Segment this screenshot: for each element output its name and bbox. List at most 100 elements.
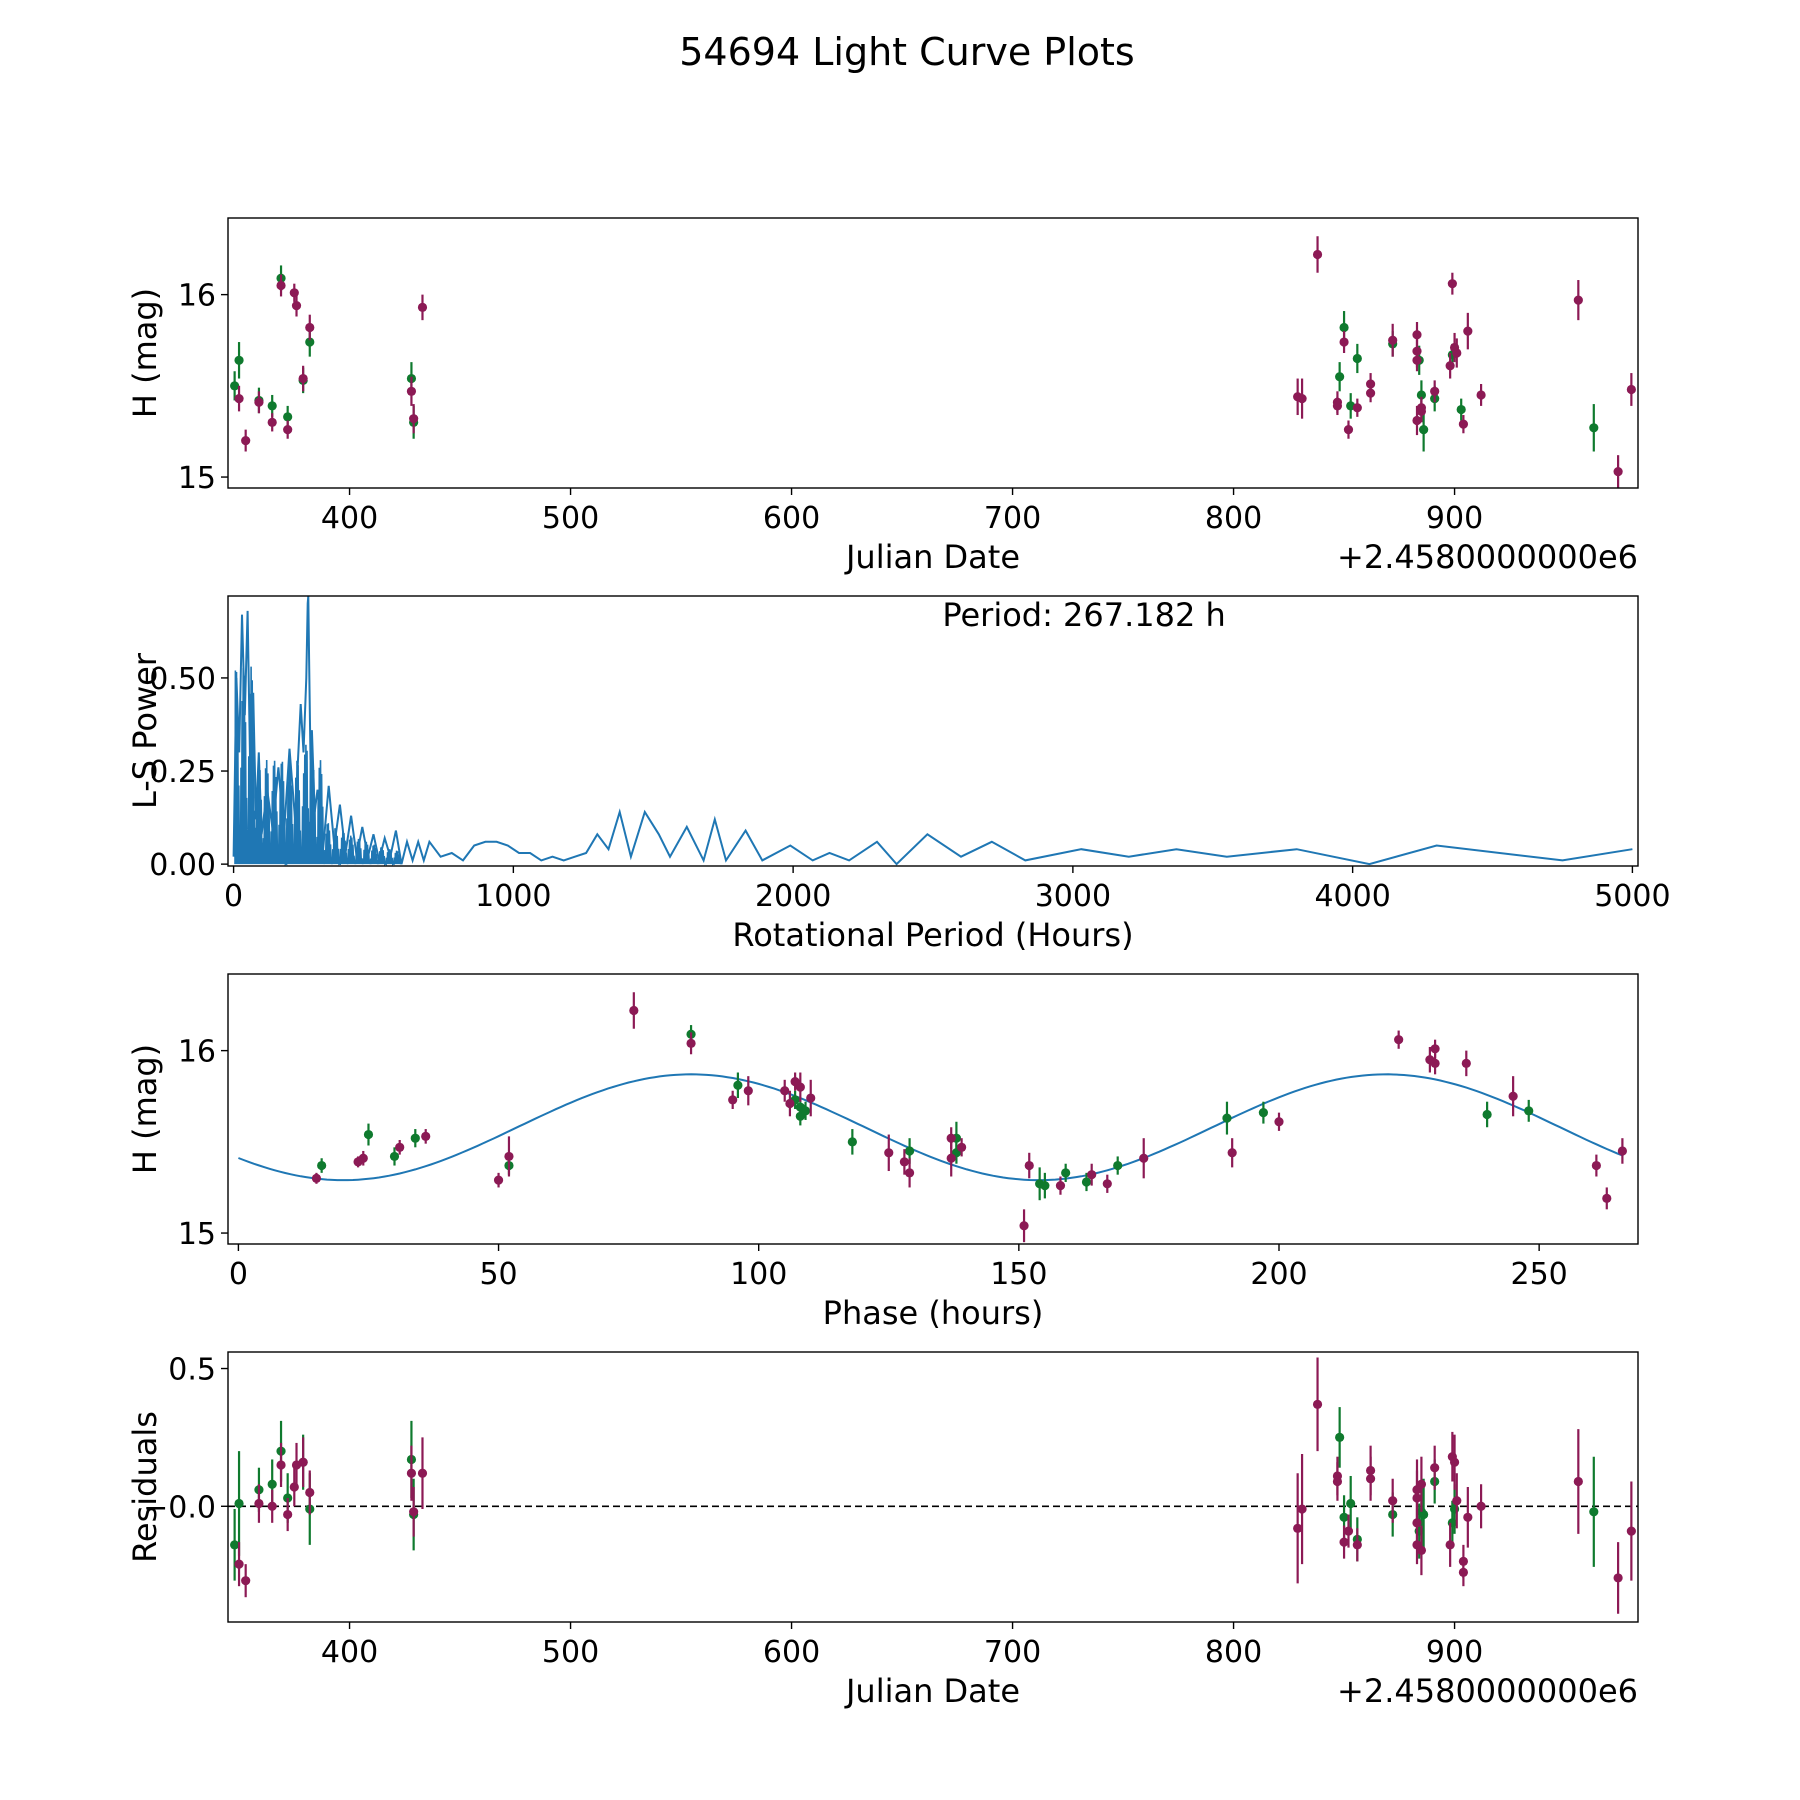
phased-frame (227, 973, 1639, 1245)
filter-purple-point (1430, 1044, 1440, 1054)
filter-purple-point (780, 1086, 790, 1096)
x-tick-label: 800 (1205, 1635, 1262, 1670)
filter-purple-point (1463, 1512, 1473, 1522)
filter-green-point (1352, 353, 1362, 364)
x-tick-label: 500 (542, 1635, 599, 1670)
filter-purple-point (1332, 1476, 1343, 1487)
y-tick-label: 0.50 (149, 662, 216, 697)
filter-purple-point (1476, 1501, 1486, 1511)
filter-green-point (317, 1160, 327, 1171)
filter-purple-point (421, 1131, 431, 1141)
filter-purple-point (1617, 1146, 1627, 1156)
filter-green-point (1524, 1106, 1534, 1116)
filter-purple-point (1274, 1117, 1284, 1127)
lightcurve-frame (227, 217, 1639, 489)
filter-purple-point (1019, 1221, 1029, 1231)
filter-purple-point (1312, 1399, 1323, 1409)
filter-purple-point (311, 1173, 322, 1183)
filter-green-point (1222, 1113, 1232, 1123)
filter-purple-point (1297, 1504, 1307, 1514)
x-tick-label: 0 (229, 1257, 248, 1292)
filter-purple-point (1388, 1496, 1398, 1506)
filter-purple-point (1452, 1496, 1462, 1506)
filter-purple-point (417, 302, 428, 312)
filter-purple-point (884, 1148, 894, 1158)
phased-panel: 0 50 100 150 200 250 15 16 Phase (hours) H (mag) (126, 973, 1639, 1332)
y-tick-label: 0.00 (149, 848, 216, 883)
filter-green-point (1258, 1108, 1268, 1118)
filter-purple-point (1227, 1148, 1237, 1158)
filter-green-point (1081, 1177, 1092, 1187)
lightcurve-panel: 400 500 600 700 800 900 15 16 Julian Date H (mag)… (126, 217, 1639, 576)
filter-purple-point (283, 425, 293, 435)
filter-purple-point (1416, 1545, 1427, 1555)
filter-purple-point (899, 1157, 909, 1167)
filter-green-point (1419, 425, 1429, 435)
x-tick-label: 50 (479, 1257, 517, 1292)
filter-purple-point (1365, 1474, 1376, 1484)
filter-purple-point (1412, 355, 1422, 365)
filter-purple-point (417, 1468, 428, 1478)
filter-green-point (1419, 1509, 1429, 1520)
filter-purple-point (1339, 1537, 1349, 1547)
phased-xlabel: Phase (hours) (823, 1294, 1044, 1332)
filter-purple-point (1458, 1556, 1469, 1566)
filter-purple-point (298, 373, 308, 384)
filter-purple-point (254, 1498, 264, 1509)
filter-green-point (1482, 1109, 1492, 1120)
filter-purple-point (1626, 1526, 1636, 1536)
filter-purple-point (1352, 1540, 1362, 1550)
filter-green-point (1346, 1498, 1356, 1509)
residuals-panel: 400 500 600 700 800 900 −0.0 0.5 Julian Date Resi… (126, 1351, 1639, 1710)
x-tick-label: 800 (1205, 501, 1262, 536)
lightcurve-xlabel: Julian Date (844, 538, 1020, 576)
filter-purple-point (1343, 425, 1354, 435)
filter-purple-point (1139, 1153, 1149, 1163)
x-tick-label: 0 (224, 879, 243, 914)
filter-purple-point (241, 435, 251, 446)
x-tick-label: 150 (990, 1257, 1047, 1292)
x-tick-label: 600 (763, 1635, 820, 1670)
x-tick-label: 400 (321, 1635, 378, 1670)
filter-purple-point (358, 1153, 368, 1163)
x-tick-label: 100 (730, 1257, 787, 1292)
filter-green-point (800, 1106, 811, 1116)
filter-purple-point (1339, 337, 1349, 347)
filter-green-point (1589, 1507, 1599, 1517)
x-tick-label: 900 (1426, 1635, 1483, 1670)
x-tick-label: 600 (763, 501, 820, 536)
filter-purple-point (298, 1457, 308, 1467)
filter-purple-point (305, 1487, 315, 1498)
filter-purple-point (1394, 1035, 1404, 1045)
x-tick-label: 250 (1511, 1257, 1568, 1292)
residuals-plot-area (228, 1357, 1638, 1614)
y-tick-label: 15 (178, 1217, 216, 1252)
x-tick-label: 500 (542, 501, 599, 536)
residuals-frame (227, 1351, 1639, 1623)
filter-purple-point (1365, 388, 1376, 398)
filter-purple-point (1452, 348, 1462, 358)
filter-purple-point (276, 1460, 286, 1470)
filter-purple-point (409, 414, 419, 424)
filter-purple-point (728, 1095, 738, 1105)
y-tick-label: 0.25 (149, 755, 216, 790)
phased-model-curve (238, 1073, 1623, 1182)
filter-green-point (733, 1080, 743, 1090)
filter-purple-point (305, 322, 315, 333)
filter-green-point (1456, 404, 1466, 415)
y-tick-label: 16 (178, 279, 216, 314)
filter-purple-point (1461, 1058, 1471, 1068)
x-tick-label: 900 (1426, 501, 1483, 536)
filter-purple-point (1416, 1479, 1427, 1489)
filter-green-point (234, 1498, 244, 1509)
filter-green-point (305, 337, 315, 347)
filter-purple-point (1024, 1160, 1034, 1171)
periodogram-ylabel: L-S Power (126, 652, 164, 809)
filter-purple-point (1297, 394, 1307, 404)
filter-purple-point (1087, 1170, 1097, 1180)
filter-purple-point (283, 1509, 293, 1520)
x-tick-label: 5000 (1594, 879, 1670, 914)
filter-purple-point (1613, 466, 1623, 477)
filter-purple-point (1412, 1518, 1422, 1528)
